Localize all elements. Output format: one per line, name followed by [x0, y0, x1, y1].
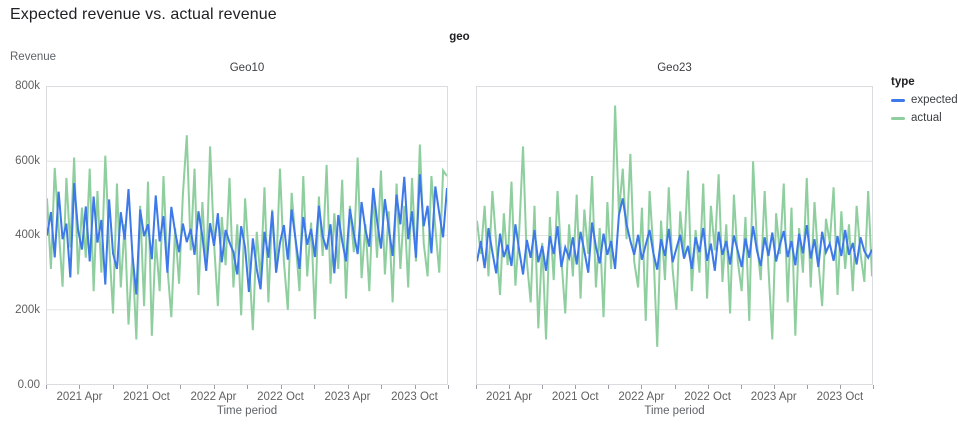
x-tick-mark — [575, 385, 577, 389]
x-tick-mark — [641, 385, 643, 389]
y-tick-label: 600k — [15, 155, 40, 167]
series-line-expected — [47, 174, 447, 295]
x-tick-label: 2023 Apr — [324, 391, 371, 403]
y-axis: 800k 600k 400k 200k 0.00 — [0, 0, 40, 424]
x-tick-mark — [414, 385, 416, 389]
y-tick-label: 400k — [15, 229, 40, 241]
x-tick-mark — [79, 385, 81, 389]
y-tick-label: 0.00 — [17, 379, 40, 391]
series-line-expected — [477, 198, 872, 275]
x-tick-mark — [381, 385, 382, 389]
line-chart-geo10 — [47, 135, 447, 340]
y-tick-label: 800k — [15, 80, 40, 92]
x-tick-label: 2023 Oct — [816, 391, 864, 403]
x-tick-mark — [247, 385, 248, 389]
x-tick-mark — [707, 385, 709, 389]
x-tick-label: 2022 Apr — [618, 391, 665, 403]
x-axis-geo23: Time period 2021 Apr 2021 Oct 2022 Apr 2022… — [476, 385, 874, 419]
x-tick-mark — [674, 385, 676, 389]
x-tick-label: 2021 Apr — [486, 391, 533, 403]
y-axis-title: Revenue — [10, 51, 57, 63]
plot-panel-geo23 — [476, 86, 873, 385]
x-tick-mark — [448, 385, 449, 389]
legend-title: type — [891, 76, 915, 88]
x-tick-mark — [806, 385, 808, 389]
actual-line-swatch-icon — [891, 116, 905, 120]
x-tick-mark — [608, 385, 610, 389]
x-tick-label: 2021 Apr — [56, 391, 103, 403]
expected-line-swatch-icon — [891, 98, 905, 102]
x-tick-label: 2023 Apr — [750, 391, 797, 403]
x-tick-mark — [542, 385, 544, 389]
plot-panel-geo10 — [46, 86, 448, 385]
x-tick-mark — [509, 385, 511, 389]
x-tick-label: 2021 Oct — [123, 391, 170, 403]
x-tick-mark — [46, 385, 47, 389]
legend: type expected actual — [891, 76, 958, 130]
x-tick-label: 2022 Oct — [257, 391, 304, 403]
x-tick-label: 2021 Oct — [551, 391, 599, 403]
x-tick-mark — [112, 385, 114, 389]
x-tick-mark — [313, 385, 315, 389]
legend-entry-actual[interactable]: actual — [891, 112, 957, 124]
x-tick-mark — [213, 385, 215, 389]
series-line-actual — [477, 105, 872, 347]
panel-title-geo23: Geo23 — [657, 62, 692, 74]
legend-entry-expected[interactable]: expected — [891, 94, 958, 106]
facet-field-label: geo — [449, 31, 470, 43]
x-axis-geo10: Time period 2021 Apr 2021 Oct 2022 Apr 2022… — [46, 385, 449, 419]
y-tick-label: 200k — [15, 304, 40, 316]
series-line-actual — [47, 135, 447, 340]
x-tick-mark — [347, 385, 349, 389]
x-axis-title: Time period — [644, 405, 705, 417]
x-tick-mark — [873, 385, 874, 389]
x-tick-label: 2022 Apr — [190, 391, 237, 403]
x-tick-mark — [146, 385, 148, 389]
legend-entry-label: actual — [911, 112, 942, 124]
panel-title-geo10: Geo10 — [229, 62, 265, 74]
x-tick-mark — [476, 385, 477, 389]
line-chart-geo23 — [477, 105, 872, 347]
x-axis-title: Time period — [216, 405, 278, 417]
x-tick-label: 2023 Oct — [391, 391, 438, 403]
x-tick-label: 2022 Oct — [684, 391, 731, 403]
x-tick-mark — [280, 385, 282, 389]
x-tick-mark — [740, 385, 742, 389]
x-tick-mark — [839, 385, 841, 389]
legend-entry-label: expected — [911, 94, 958, 106]
x-tick-mark — [773, 385, 775, 389]
x-tick-mark — [179, 385, 181, 389]
chart-title: Expected revenue vs. actual revenue — [10, 6, 277, 23]
